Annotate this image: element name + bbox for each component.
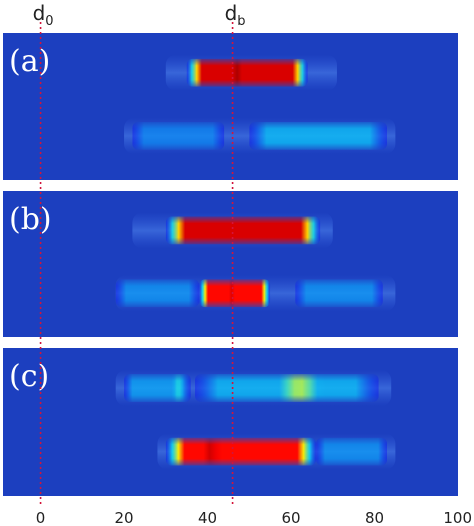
x-tick-label: 100 xyxy=(443,509,472,526)
band-upper xyxy=(115,369,392,406)
band-segment xyxy=(316,437,388,466)
band-segment xyxy=(295,279,383,308)
band-segment xyxy=(165,437,317,466)
marker-label-1: d0 xyxy=(33,1,54,29)
panel-3: (c) xyxy=(3,348,458,496)
marker-lines: d0 db xyxy=(33,1,246,506)
band-segment xyxy=(132,121,225,150)
band-segment xyxy=(115,279,200,308)
band-lower xyxy=(157,433,396,470)
band-segment xyxy=(199,279,271,308)
band-segment xyxy=(249,121,388,150)
x-axis: 0 20 40 60 80 100 xyxy=(36,509,472,526)
band-upper xyxy=(132,212,333,249)
band-upper xyxy=(165,54,337,91)
x-tick-label: 60 xyxy=(281,509,300,526)
panel-label: (a) xyxy=(9,44,50,79)
band-lower xyxy=(124,117,396,154)
x-tick-label: 0 xyxy=(36,509,46,526)
panel-label: (b) xyxy=(9,202,52,237)
x-tick-label: 40 xyxy=(198,509,217,526)
band-segment xyxy=(124,373,191,402)
panel-1: (a) xyxy=(3,33,458,180)
panels: (a) (b) (c) xyxy=(3,33,458,496)
panel-2: (b) xyxy=(3,191,458,337)
x-tick-label: 20 xyxy=(115,509,134,526)
band-lower xyxy=(115,275,396,312)
panel-label: (c) xyxy=(9,359,49,394)
band-segment xyxy=(165,216,321,245)
band-segment xyxy=(186,58,308,87)
x-tick-label: 80 xyxy=(365,509,384,526)
marker-label-2: db xyxy=(225,1,246,29)
band-segment xyxy=(195,373,379,402)
